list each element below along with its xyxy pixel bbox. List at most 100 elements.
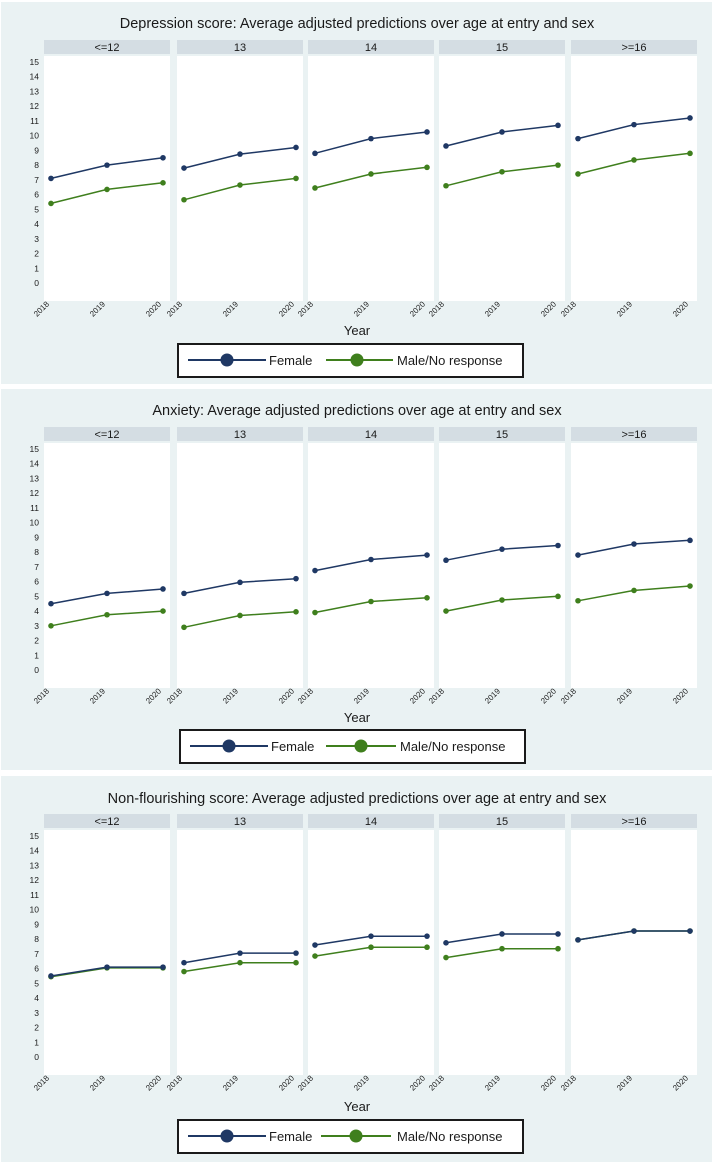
- x-tick-label: 2018: [32, 299, 51, 318]
- x-axis-label: Year: [344, 710, 371, 725]
- data-point-male-no-response: [368, 944, 374, 951]
- x-tick-label: 2019: [615, 1073, 634, 1092]
- facet-strip: [571, 814, 697, 828]
- y-tick-label: 8: [34, 160, 39, 170]
- y-tick-label: 14: [30, 459, 40, 469]
- x-tick-label: 2020: [671, 299, 690, 318]
- data-point-female: [160, 154, 166, 161]
- x-tick-label: 2019: [221, 686, 240, 705]
- facet-strip: [308, 40, 434, 54]
- facet-strip: [177, 40, 303, 54]
- chart-title: Non-flourishing score: Average adjusted …: [108, 791, 607, 807]
- x-tick-label: 2020: [539, 686, 558, 705]
- facet-label: <=12: [94, 816, 119, 828]
- facet-label: 13: [234, 816, 246, 828]
- facet-panel: >=16 2018 2019 2020: [559, 814, 697, 1093]
- data-point-male-no-response: [499, 945, 505, 952]
- data-point-female: [424, 129, 430, 135]
- non-flourishing-chart: Non-flourishing score: Average adjusted …: [1, 776, 712, 1162]
- facet-label: 15: [496, 816, 508, 828]
- facet-label: 15: [496, 42, 508, 54]
- data-point-male-no-response: [237, 182, 243, 188]
- y-tick-label: 1: [34, 263, 39, 273]
- x-tick-label: 2018: [165, 299, 184, 318]
- facet-panel: 15 2018 2019 2020: [427, 40, 565, 319]
- data-point-female: [555, 122, 561, 129]
- y-tick-label: 12: [30, 875, 40, 885]
- x-tick-label: 2020: [539, 299, 558, 318]
- data-point-male-no-response: [631, 157, 637, 163]
- legend-female-marker: [220, 353, 234, 367]
- plot-area: [308, 56, 434, 301]
- y-tick-label: 11: [30, 116, 39, 126]
- data-point-female: [499, 931, 505, 937]
- legend-male-label: Male/No response: [397, 353, 503, 368]
- x-tick-label: 2019: [88, 1073, 107, 1092]
- anxiety-chart: Anxiety: Average adjusted predictions ov…: [1, 389, 712, 770]
- data-point-female: [687, 115, 693, 121]
- data-point-female: [181, 590, 187, 597]
- y-tick-label: 13: [30, 473, 40, 483]
- data-point-female: [293, 950, 299, 956]
- y-tick-label: 10: [30, 905, 40, 915]
- data-point-female: [687, 537, 693, 544]
- legend-female-marker: [220, 1129, 234, 1143]
- data-point-female: [312, 942, 318, 948]
- facet-label: 15: [496, 429, 508, 441]
- x-tick-label: 2020: [144, 299, 163, 318]
- facet-label: >=16: [621, 816, 646, 828]
- chart-title: Depression score: Average adjusted predi…: [120, 16, 595, 32]
- facet-strip: [44, 427, 170, 441]
- x-tick-label: 2019: [221, 1073, 240, 1092]
- facet-strip: [571, 427, 697, 441]
- data-point-male-no-response: [499, 168, 505, 175]
- data-point-male-no-response: [312, 609, 318, 616]
- data-point-female: [312, 567, 318, 574]
- y-tick-label: 13: [30, 860, 40, 870]
- data-point-female: [555, 931, 561, 937]
- x-tick-label: 2020: [408, 1073, 427, 1092]
- x-tick-label: 2018: [559, 686, 578, 705]
- data-point-female: [424, 552, 430, 558]
- data-point-female: [237, 579, 243, 586]
- facet-strip: [439, 427, 565, 441]
- y-tick-label: 2: [34, 636, 39, 646]
- x-tick-label: 2019: [352, 299, 371, 318]
- facet-label: >=16: [621, 42, 646, 54]
- y-tick-label: 12: [30, 488, 40, 498]
- x-tick-label: 2019: [483, 686, 502, 705]
- legend-male-label: Male/No response: [397, 1129, 503, 1144]
- data-point-female: [237, 151, 243, 157]
- y-tick-label: 7: [34, 562, 39, 572]
- x-tick-label: 2020: [277, 1073, 296, 1092]
- plot-area: [308, 443, 434, 688]
- facet-strip: [177, 814, 303, 828]
- legend-male-marker: [354, 739, 368, 753]
- data-point-female: [443, 940, 449, 946]
- plot-area: [571, 830, 697, 1075]
- legend-male-label: Male/No response: [400, 739, 506, 754]
- facet-strip: [308, 427, 434, 441]
- y-tick-label: 3: [34, 1008, 39, 1018]
- data-point-female: [424, 933, 430, 939]
- facet-strip: [571, 40, 697, 54]
- facet-strip: [177, 427, 303, 441]
- x-tick-label: 2020: [408, 686, 427, 705]
- facet-panel: 14 2018 2019 2020: [296, 814, 434, 1093]
- y-tick-label: 11: [30, 890, 39, 900]
- x-axis-label: Year: [344, 1099, 371, 1114]
- x-tick-label: 2018: [296, 299, 315, 318]
- facet-label: 13: [234, 429, 246, 441]
- facet-strip: [439, 814, 565, 828]
- y-tick-label: 2: [34, 249, 39, 259]
- data-point-female: [181, 959, 187, 966]
- x-tick-label: 2020: [671, 686, 690, 705]
- y-tick-label: 13: [30, 86, 40, 96]
- data-point-male-no-response: [293, 609, 299, 615]
- data-point-female: [293, 144, 299, 151]
- data-point-male-no-response: [293, 175, 299, 182]
- data-point-female: [575, 135, 581, 142]
- facet-label: 14: [365, 429, 377, 441]
- data-point-male-no-response: [631, 587, 637, 594]
